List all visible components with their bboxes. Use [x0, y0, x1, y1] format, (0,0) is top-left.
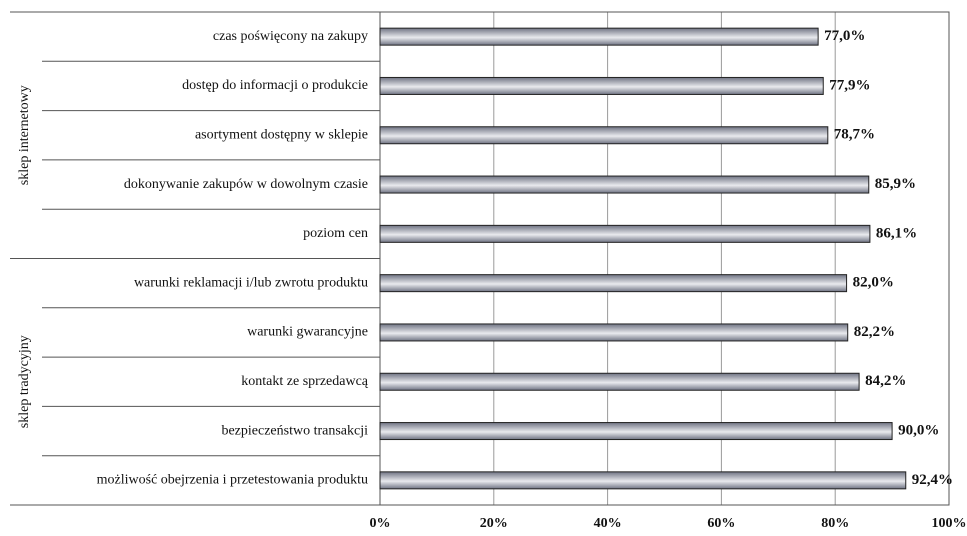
data-label: 78,7%: [834, 127, 875, 143]
x-tick-label: 40%: [594, 516, 622, 531]
data-label: 77,0%: [824, 28, 865, 44]
bar: [379, 422, 893, 441]
bar: [379, 27, 819, 46]
data-label: 92,4%: [912, 472, 953, 488]
data-label: 86,1%: [876, 225, 917, 241]
category-label: czas poświęcony na zakupy: [213, 29, 368, 44]
bar: [379, 175, 870, 194]
group-label: sklep tradycyjny: [17, 335, 32, 428]
x-tick-label: 20%: [480, 516, 508, 531]
bar: [379, 126, 829, 145]
category-label: kontakt ze sprzedawcą: [241, 374, 368, 389]
data-label: 82,2%: [854, 324, 895, 340]
bar: [379, 372, 860, 391]
category-label: warunki gwarancyjne: [247, 325, 368, 340]
category-label: bezpieczeństwo transakcji: [221, 423, 368, 438]
category-label: dostęp do informacji o produkcie: [182, 78, 368, 93]
bar: [379, 274, 848, 293]
group-label: sklep internetowy: [17, 85, 32, 185]
category-label: asortyment dostępny w sklepie: [195, 127, 368, 142]
data-label: 77,9%: [829, 77, 870, 93]
x-tick-label: 100%: [932, 516, 967, 531]
data-label: 85,9%: [875, 176, 916, 192]
x-tick-label: 60%: [707, 516, 735, 531]
bar: [379, 224, 871, 243]
bar: [379, 323, 849, 342]
data-label: 84,2%: [865, 373, 906, 389]
x-tick-label: 80%: [821, 516, 849, 531]
category-label: warunki reklamacji i/lub zwrotu produktu: [134, 275, 368, 290]
data-label: 90,0%: [898, 422, 939, 438]
category-label: możliwość obejrzenia i przetestowania pr…: [97, 473, 368, 488]
x-tick-label: 0%: [370, 516, 391, 531]
bar: [379, 471, 907, 490]
category-label: dokonywanie zakupów w dowolnym czasie: [124, 177, 368, 192]
bar: [379, 76, 824, 95]
category-label: poziom cen: [303, 226, 368, 241]
data-label: 82,0%: [853, 275, 894, 291]
